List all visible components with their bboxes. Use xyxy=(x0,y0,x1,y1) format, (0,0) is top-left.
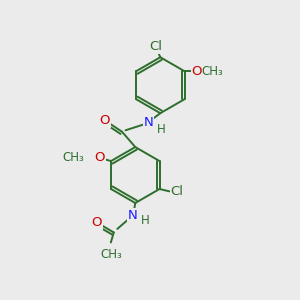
Text: H: H xyxy=(141,214,150,227)
Text: H: H xyxy=(157,123,165,136)
Text: N: N xyxy=(144,116,153,129)
Text: Cl: Cl xyxy=(149,40,162,52)
Text: CH₃: CH₃ xyxy=(201,65,223,78)
Text: O: O xyxy=(94,151,105,164)
Text: O: O xyxy=(192,65,202,78)
Text: O: O xyxy=(100,114,110,127)
Text: CH₃: CH₃ xyxy=(63,151,85,164)
Text: Cl: Cl xyxy=(171,185,184,198)
Text: O: O xyxy=(92,216,102,229)
Text: CH₃: CH₃ xyxy=(100,248,122,261)
Text: N: N xyxy=(128,209,138,222)
